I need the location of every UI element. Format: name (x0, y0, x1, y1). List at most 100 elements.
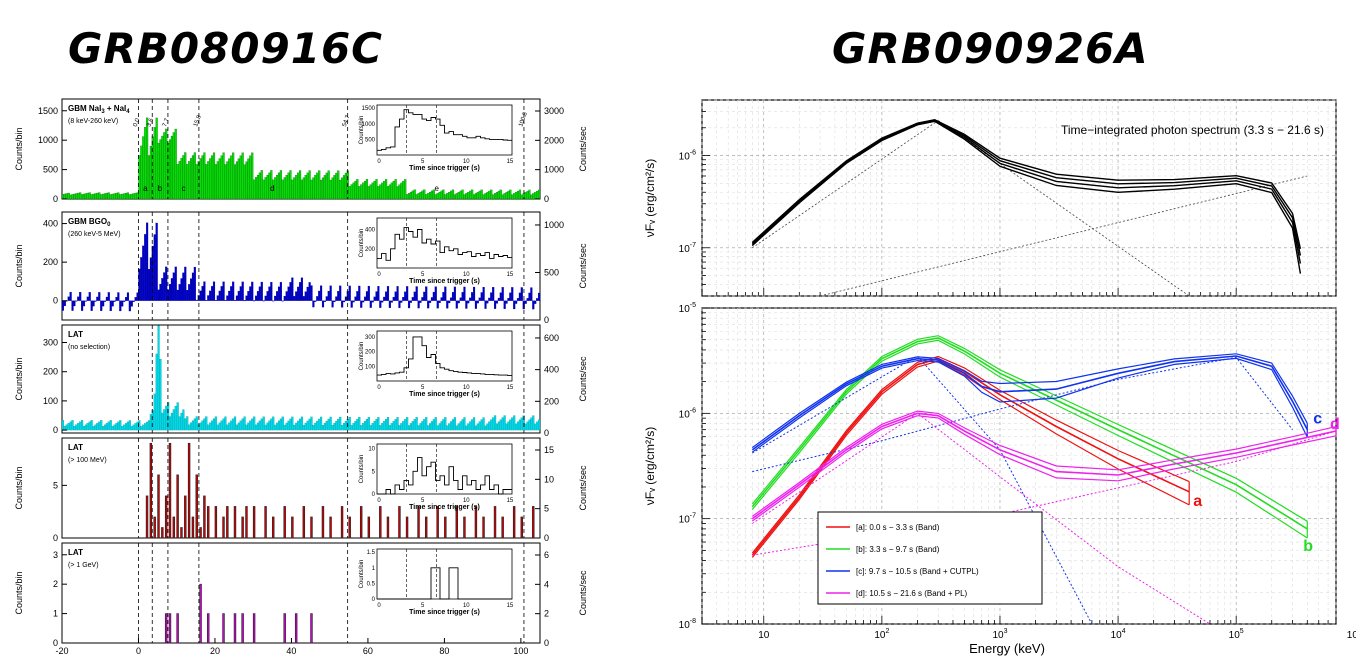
data-bar (494, 300, 497, 309)
inset-x-label: Time since trigger (s) (409, 391, 480, 398)
data-bar (425, 286, 428, 301)
data-bar (281, 300, 284, 302)
y2-tick-label: 500 (544, 267, 559, 277)
data-bar (277, 286, 281, 301)
data-bar (404, 291, 407, 301)
data-bar (513, 193, 516, 200)
data-bar (75, 300, 78, 302)
data-bar (526, 298, 529, 301)
x-tick-label: 105 (1229, 628, 1244, 641)
data-bar (465, 193, 468, 200)
data-bar (61, 420, 65, 431)
data-bar (67, 296, 70, 301)
data-bar (369, 425, 372, 431)
data-bar (406, 286, 409, 301)
data-bar (352, 423, 355, 431)
data-bar (339, 285, 342, 301)
inset-histogram (377, 457, 512, 495)
data-bar (411, 297, 414, 301)
data-bar (266, 174, 269, 200)
data-bar (241, 613, 244, 644)
data-bar (375, 291, 378, 301)
x-tick-label: 100 (513, 646, 528, 655)
data-bar (205, 164, 208, 200)
data-bar (505, 300, 508, 304)
x-tick-label: 40 (286, 646, 296, 655)
data-bar (293, 177, 296, 200)
data-bar (503, 193, 506, 200)
y2-tick-label: 15 (544, 445, 554, 455)
data-bar (178, 284, 181, 301)
data-bar (465, 425, 468, 431)
data-bar (314, 300, 317, 302)
data-bar (191, 272, 195, 301)
data-bar (396, 186, 399, 200)
data-bar (222, 281, 225, 301)
data-bar (455, 425, 458, 431)
data-bar (492, 287, 495, 301)
data-bar (119, 194, 122, 200)
data-bar (144, 234, 147, 301)
data-bar (507, 298, 510, 301)
data-bar (444, 417, 447, 431)
y-tick-label: 1000 (38, 135, 58, 145)
data-bar (333, 300, 336, 303)
data-bar (277, 172, 281, 200)
inset-y-tick-label: 500 (365, 137, 376, 143)
data-bar (71, 194, 74, 200)
series-a-curve (751, 360, 1190, 558)
data-bar (520, 194, 523, 200)
data-bar (461, 292, 464, 301)
data-bar (103, 300, 107, 302)
data-bar (390, 300, 393, 303)
data-bar (63, 193, 66, 200)
data-bar (107, 292, 110, 301)
inset-x-tick-label: 15 (507, 603, 514, 609)
panel-2: 0 200 400 0 500 1000 Counts/bin Counts/sec GBM B… (14, 211, 588, 325)
data-bar (190, 158, 193, 200)
data-bar (436, 193, 439, 200)
panel-frame (61, 324, 541, 434)
data-bar (123, 300, 126, 302)
data-bar (149, 145, 152, 200)
data-bar (180, 527, 183, 539)
data-bar (467, 300, 470, 304)
data-bar (203, 281, 206, 301)
panel-sublabel: (no selection) (68, 344, 110, 351)
data-bar (224, 300, 227, 301)
data-bar (312, 300, 315, 308)
data-bar (69, 291, 72, 301)
data-bar (528, 292, 531, 301)
data-bar (461, 419, 464, 431)
data-bar (453, 194, 456, 200)
data-bar (463, 194, 466, 200)
data-bar (455, 300, 458, 309)
data-bar (164, 495, 168, 539)
data-bar (132, 193, 135, 200)
data-bar (532, 300, 535, 310)
data-bar (354, 180, 357, 200)
data-bar (505, 192, 508, 200)
data-bar (450, 297, 453, 301)
data-bar (178, 416, 181, 431)
data-bar (486, 423, 489, 431)
data-bar (474, 506, 478, 539)
y2-tick-label: 2000 (544, 135, 564, 145)
data-bar (214, 164, 217, 200)
data-bar (276, 174, 279, 200)
data-bar (421, 190, 424, 200)
data-bar (359, 506, 363, 539)
data-bar (306, 420, 309, 431)
data-bar (232, 152, 235, 200)
data-bar (235, 424, 239, 431)
data-bar (270, 418, 273, 431)
data-bar (178, 161, 181, 200)
data-bar (411, 190, 414, 200)
data-bar (283, 424, 286, 431)
data-bar (71, 420, 74, 431)
data-bar (329, 516, 332, 539)
y2-tick-label: 0 (544, 315, 549, 325)
data-bar (356, 419, 359, 431)
data-bar (495, 192, 499, 200)
